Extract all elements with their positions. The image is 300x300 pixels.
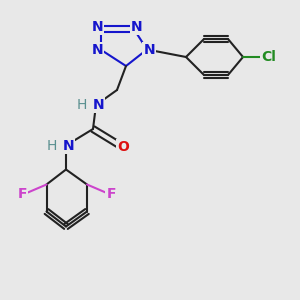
Text: H: H	[76, 98, 87, 112]
Text: N: N	[92, 20, 103, 34]
Text: N: N	[63, 139, 74, 152]
Text: N: N	[93, 98, 104, 112]
Text: Cl: Cl	[261, 50, 276, 64]
Text: F: F	[106, 188, 116, 201]
Text: O: O	[117, 140, 129, 154]
Text: F: F	[18, 188, 27, 201]
Text: N: N	[92, 44, 103, 57]
Text: H: H	[46, 139, 57, 152]
Text: N: N	[131, 20, 142, 34]
Text: N: N	[144, 44, 155, 57]
